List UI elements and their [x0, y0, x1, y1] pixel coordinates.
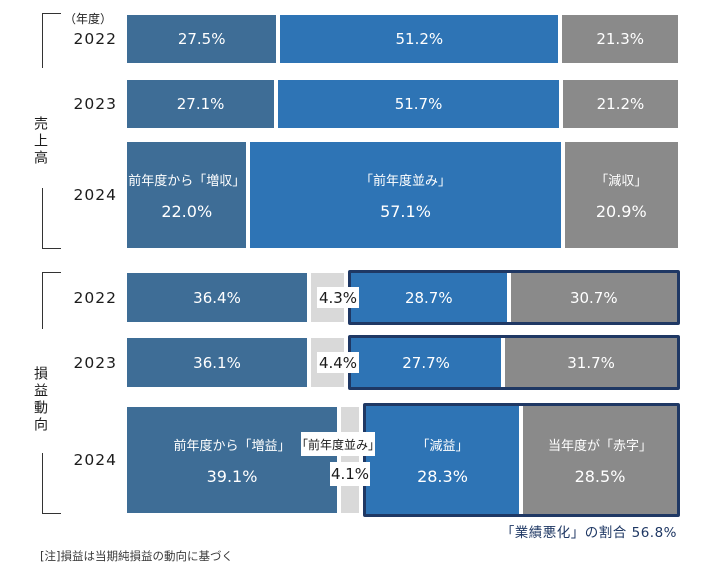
- axis-unit-label: （年度）: [64, 12, 113, 26]
- flat-segment-callout: 4.4%: [317, 352, 359, 373]
- stacked-bar: 27.5% 51.2% 21.3%: [127, 15, 678, 63]
- year-label: 2022: [73, 30, 117, 48]
- bar-segment-deficit: 31.7%: [505, 338, 677, 387]
- bar-segment-decrease: 28.7%: [351, 273, 507, 322]
- bar-segment-increase: 前年度から「増益」 39.1%: [127, 407, 337, 513]
- segment-value: 57.1%: [380, 201, 431, 221]
- bar-segment-decrease: 27.7%: [351, 338, 502, 387]
- deterioration-share-annotation: 「業績悪化」の割合 56.8%: [500, 525, 677, 541]
- segment-name: 「減益」: [416, 438, 469, 454]
- segment-value: 51.2%: [395, 30, 444, 48]
- bar-segment-increase: 前年度から「増収」 22.0%: [127, 142, 247, 248]
- sales-bracket-bottom: [42, 188, 61, 249]
- segment-value: 36.4%: [193, 288, 241, 307]
- segment-name: 前年度から「増益」: [173, 438, 291, 454]
- segment-value: 36.1%: [193, 353, 241, 372]
- section-label-profit: 損益動向: [32, 366, 48, 434]
- bar-segment-increase: 27.5%: [127, 15, 277, 63]
- footnote: [注]損益は当期純損益の動向に基づく: [40, 549, 233, 563]
- segment-value: 39.1%: [206, 466, 258, 486]
- bar-segment-flat: 「前年度並み」 57.1%: [250, 142, 561, 248]
- bar-segment-decrease: 「減益」 28.3%: [366, 406, 519, 514]
- bar-segment-increase: 36.1%: [127, 338, 307, 387]
- year-label: 2024: [73, 186, 117, 204]
- bar-segment-decrease: 21.2%: [562, 80, 678, 128]
- segment-value: 27.5%: [177, 30, 226, 48]
- segment-value: 28.7%: [404, 288, 453, 307]
- profit-row-2024: 2024 前年度から「増益」 39.1% 「減益」 28.3% 当年度が「赤字」…: [74, 403, 680, 517]
- sales-row-2023: 2023 27.1% 51.7% 21.2%: [74, 80, 678, 128]
- year-label: 2024: [73, 451, 117, 469]
- segment-value: 21.2%: [596, 95, 645, 113]
- bar-segment-flat: 51.7%: [278, 80, 559, 128]
- bar-segment-flat: [341, 407, 359, 513]
- stacked-bar: 36.4% 28.7% 30.7%: [127, 270, 680, 325]
- sales-bracket-top: [42, 13, 61, 68]
- stacked-bar: 27.1% 51.7% 21.2%: [127, 80, 678, 128]
- deterioration-highlight-box: 「減益」 28.3% 当年度が「赤字」 28.5%: [363, 403, 680, 517]
- stacked-bar: 前年度から「増収」 22.0% 「前年度並み」 57.1% 「減収」 20.9%: [127, 142, 678, 248]
- bar-segment-flat: 51.2%: [280, 15, 559, 63]
- profit-bracket-top: [42, 272, 61, 329]
- segment-name: 前年度から「増収」: [128, 173, 246, 189]
- bar-segment-decrease: 「減収」 20.9%: [564, 142, 678, 248]
- segment-name: 「前年度並み」: [359, 173, 451, 189]
- bar-segment-increase: 27.1%: [127, 80, 275, 128]
- profit-row-2022: 2022 36.4% 28.7% 30.7% 4.3%: [74, 270, 680, 325]
- stacked-bar: 前年度から「増益」 39.1% 「減益」 28.3% 当年度が「赤字」 28.5…: [127, 403, 680, 517]
- segment-name: 当年度が「赤字」: [547, 438, 652, 454]
- flat-segment-name-callout: 「前年度並み」: [296, 432, 380, 456]
- bar-segment-increase: 36.4%: [127, 273, 307, 322]
- sales-row-2022: 2022 27.5% 51.2% 21.3%: [74, 15, 678, 63]
- year-label: 2022: [73, 288, 117, 307]
- segment-value: 22.0%: [161, 201, 213, 221]
- year-label: 2023: [73, 95, 117, 113]
- year-label: 2023: [73, 353, 117, 372]
- segment-value: 20.9%: [595, 201, 647, 221]
- segment-name: 「減収」: [595, 173, 648, 189]
- sales-row-2024: 2024 前年度から「増収」 22.0% 「前年度並み」 57.1% 「減収」 …: [74, 142, 678, 248]
- section-label-sales: 売上高: [32, 116, 48, 167]
- segment-value: 28.3%: [417, 466, 468, 486]
- flat-segment-callout: 4.3%: [317, 287, 359, 308]
- flat-segment-value-callout: 4.1%: [330, 462, 370, 486]
- profit-bracket-bottom: [42, 453, 61, 514]
- segment-value: 21.3%: [596, 30, 644, 48]
- segment-value: 28.5%: [574, 466, 626, 486]
- bar-segment-deficit: 30.7%: [510, 273, 677, 322]
- bar-segment-deficit: 当年度が「赤字」 28.5%: [522, 406, 677, 514]
- deterioration-highlight-box: 27.7% 31.7%: [348, 335, 680, 390]
- segment-value: 51.7%: [394, 95, 443, 113]
- segment-value: 31.7%: [567, 353, 615, 372]
- segment-value: 27.7%: [402, 353, 450, 372]
- deterioration-highlight-box: 28.7% 30.7%: [348, 270, 680, 325]
- bar-segment-decrease: 21.3%: [562, 15, 678, 63]
- stacked-bar: 36.1% 27.7% 31.7%: [127, 335, 680, 390]
- segment-value: 27.1%: [176, 95, 225, 113]
- profit-row-2023: 2023 36.1% 27.7% 31.7% 4.4%: [74, 335, 680, 390]
- segment-value: 30.7%: [569, 288, 618, 307]
